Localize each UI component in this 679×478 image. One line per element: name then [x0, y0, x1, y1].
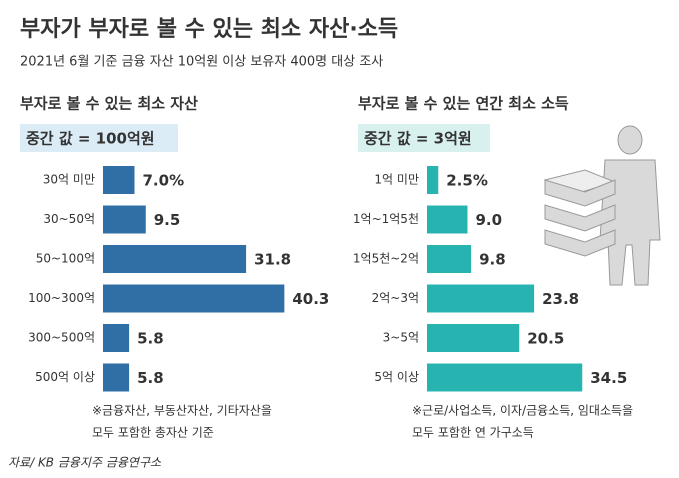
- bar: [427, 245, 472, 273]
- value-label: 34.5: [590, 369, 627, 387]
- bar: [103, 284, 285, 313]
- bar: [427, 324, 520, 352]
- value-label: 5.8: [137, 369, 164, 387]
- bar: [427, 205, 468, 234]
- subtitle: 2021년 6월 기준 금융 자산 10억원 이상 보유자 400명 대상 조사: [20, 55, 383, 70]
- category-label: 1억 미만: [374, 173, 419, 187]
- value-label: 5.8: [137, 330, 164, 348]
- bar: [103, 205, 146, 234]
- category-label: 2억~3억: [372, 291, 419, 305]
- note: 모두 포함한 연 가구소득: [412, 426, 534, 440]
- value-label: 40.3: [292, 290, 329, 308]
- bar: [103, 166, 135, 194]
- note: ※금융자산, 부동산자산, 기타자산을: [92, 404, 272, 418]
- category-label: 3~5억: [383, 331, 419, 345]
- illustration: [543, 125, 661, 286]
- bar: [103, 245, 247, 273]
- value-label: 2.5%: [446, 172, 488, 190]
- bar: [427, 284, 535, 313]
- category-label: 100~300억: [28, 291, 95, 305]
- bar: [427, 363, 583, 392]
- chart-title: 부자로 볼 수 있는 최소 자산: [20, 95, 198, 113]
- value-label: 23.8: [542, 290, 579, 308]
- value-label: 31.8: [254, 251, 291, 269]
- chart-title: 부자로 볼 수 있는 연간 최소 소득: [358, 95, 569, 113]
- note: 모두 포함한 총자산 기준: [92, 426, 214, 440]
- annotation-badge: [358, 124, 490, 152]
- annotation: 중간 값 = 100억원: [26, 130, 155, 148]
- category-label: 30~50억: [43, 212, 95, 226]
- annotation-badge: [20, 124, 178, 152]
- source: 자료/ KB 금융지주 금융연구소: [8, 456, 162, 470]
- bar: [103, 363, 130, 392]
- value-label: 9.5: [154, 211, 181, 229]
- note: ※근로/사업소득, 이자/금융소득, 임대소득을: [412, 404, 633, 418]
- bar: [427, 166, 439, 194]
- annotation: 중간 값 = 3억원: [364, 130, 472, 148]
- category-label: 300~500억: [28, 331, 95, 345]
- value-label: 7.0%: [143, 172, 185, 190]
- category-label: 1억~1억5천: [353, 211, 419, 226]
- title: 부자가 부자로 볼 수 있는 최소 자산·소득: [20, 17, 398, 42]
- category-label: 500억 이상: [35, 370, 95, 384]
- category-label: 30억 미만: [43, 173, 95, 187]
- value-label: 20.5: [527, 330, 564, 348]
- category-label: 50~100억: [36, 252, 95, 266]
- value-label: 9.0: [476, 211, 503, 229]
- value-label: 9.8: [479, 251, 506, 269]
- category-label: 5억 이상: [374, 370, 419, 384]
- bar: [103, 324, 130, 352]
- category-label: 1억5천~2억: [353, 251, 419, 266]
